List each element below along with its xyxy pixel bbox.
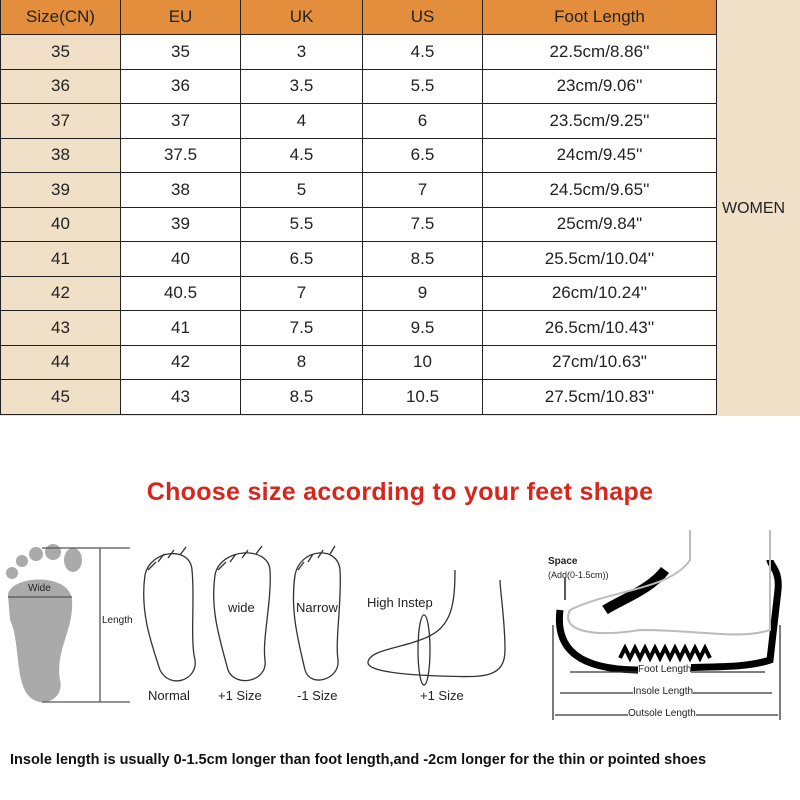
narrow-foot-icon [292,545,341,681]
table-row: 39 38 5 7 24.5cm/9.65'' [0,172,717,208]
table-row: 36 36 3.5 5.5 23cm/9.06'' [0,68,717,104]
table-cell: 24.5cm/9.65'' [482,172,717,208]
table-cell: 9 [362,275,483,311]
table-cell: 7 [362,172,483,208]
table-cell: 8.5 [240,379,363,415]
table-cell: 5.5 [362,68,483,104]
table-cell: 36 [120,68,241,104]
size-chart: Size(CN) EU UK US Foot Length 35 35 3 4.5 22.5cm… [0,0,800,416]
table-cell: 4 [240,103,363,139]
space-label: Space [548,556,578,567]
table-cell: 5.5 [240,206,363,242]
table-cell: 26.5cm/10.43'' [482,310,717,346]
table-cell: 35 [0,34,121,70]
normal-foot-icon [143,546,196,682]
table-cell: 39 [0,172,121,208]
table-cell: 3.5 [240,68,363,104]
table-cell: 9.5 [362,310,483,346]
table-cell: 45 [0,379,121,415]
table-cell: 43 [0,310,121,346]
space-note: (Add(0-1.5cm)) [548,570,609,580]
table-cell: 6.5 [362,137,483,173]
table-row: 43 41 7.5 9.5 26.5cm/10.43'' [0,310,717,346]
table-cell: 4.5 [240,137,363,173]
table-cell: 40 [120,241,241,277]
table-cell: 42 [120,344,241,380]
table-cell: 7.5 [240,310,363,346]
table-cell: 37.5 [120,137,241,173]
table-cell: 23cm/9.06'' [482,68,717,104]
table-cell: 42 [0,275,121,311]
foot-caption: -1 Size [297,688,338,703]
table-cell: 8 [240,344,363,380]
table-cell: 37 [120,103,241,139]
table-cell: 36 [0,68,121,104]
column-header: US [362,0,483,35]
footprint-icon [6,544,130,703]
insole-note: Insole length is usually 0-1.5cm longer … [10,752,707,768]
table-cell: 25cm/9.84" [482,206,717,242]
table-cell: 41 [0,241,121,277]
table-row: 38 37.5 4.5 6.5 24cm/9.45'' [0,137,717,173]
table-cell: 3 [240,34,363,70]
instep-label: High Instep [367,595,433,610]
foot-inner-label: Narrow [296,600,338,615]
table-cell: 7 [240,275,363,311]
table-cell: 40.5 [120,275,241,311]
wide-foot-icon [213,545,271,682]
table-cell: 25.5cm/10.04'' [482,241,717,277]
table-cell: 24cm/9.45'' [482,137,717,173]
table-cell: 22.5cm/8.86'' [482,34,717,70]
table-cell: 27cm/10.63" [482,344,717,380]
instep-caption: +1 Size [420,688,464,703]
table-cell: 7.5 [362,206,483,242]
foot-caption: +1 Size [218,688,262,703]
table-cell: 10 [362,344,483,380]
table-row: 44 42 8 10 27cm/10.63" [0,344,717,380]
high-instep-icon [367,569,506,686]
table-cell: 23.5cm/9.25'' [482,103,717,139]
table-cell: 40 [0,206,121,242]
outsole-length-label: Outsole Length [628,708,696,719]
insole-length-label: Insole Length [633,686,694,697]
table-cell: 38 [0,137,121,173]
table-cell: 35 [120,34,241,70]
wide-label: Wide [28,583,51,594]
table-cell: 39 [120,206,241,242]
table-row: 42 40.5 7 9 26cm/10.24'' [0,275,717,311]
table-cell: 26cm/10.24'' [482,275,717,311]
table-cell: 38 [120,172,241,208]
column-header: UK [240,0,363,35]
size-table: Size(CN) EU UK US Foot Length 35 35 3 4.5 22.5cm… [0,0,717,415]
table-cell: 27.5cm/10.83'' [482,379,717,415]
foot-shape-illustrations [6,530,782,720]
column-header: Foot Length [482,0,717,35]
table-header: Size(CN) EU UK US Foot Length [0,0,717,35]
table-row: 40 39 5.5 7.5 25cm/9.84" [0,206,717,242]
foot-inner-label: wide [228,600,255,615]
table-row: 41 40 6.5 8.5 25.5cm/10.04'' [0,241,717,277]
foot-length-label: Foot Length [638,664,692,675]
column-header: Size(CN) [0,0,121,35]
table-row: 37 37 4 6 23.5cm/9.25'' [0,103,717,139]
table-cell: 44 [0,344,121,380]
guide-heading: Choose size according to your feet shape [146,478,654,506]
table-cell: 6.5 [240,241,363,277]
table-cell: 37 [0,103,121,139]
column-header: EU [120,0,241,35]
table-cell: 8.5 [362,241,483,277]
table-row: 35 35 3 4.5 22.5cm/8.86'' [0,34,717,70]
table-cell: 10.5 [362,379,483,415]
table-cell: 5 [240,172,363,208]
gender-label: WOMEN [722,200,786,217]
length-label: Length [102,615,133,626]
table-row: 45 43 8.5 10.5 27.5cm/10.83'' [0,379,717,415]
table-cell: 43 [120,379,241,415]
table-cell: 41 [120,310,241,346]
table-cell: 4.5 [362,34,483,70]
table-cell: 6 [362,103,483,139]
foot-caption: Normal [148,688,190,703]
